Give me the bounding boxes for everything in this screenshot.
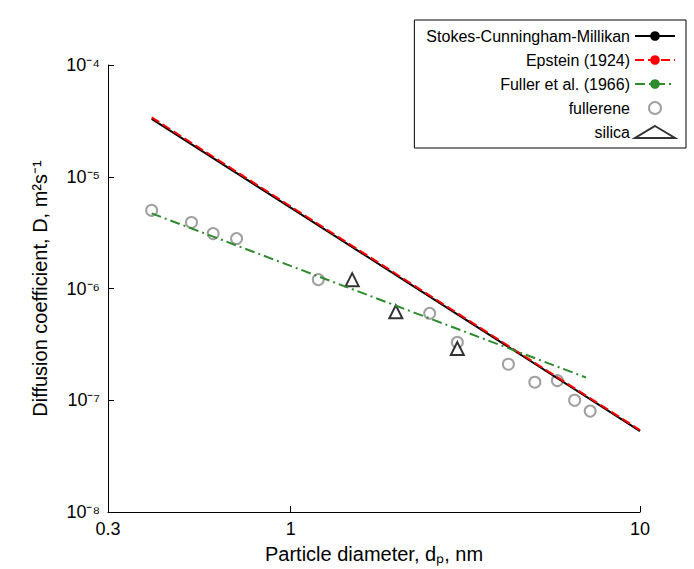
svg-text:10⁻⁵: 10⁻⁵ — [67, 167, 100, 187]
svg-text:silica: silica — [594, 124, 630, 141]
svg-text:10⁻⁷: 10⁻⁷ — [67, 390, 100, 410]
svg-text:10⁻⁴: 10⁻⁴ — [66, 55, 100, 75]
svg-text:10⁻⁶: 10⁻⁶ — [67, 279, 100, 299]
svg-text:Stokes-Cunningham-Millikan: Stokes-Cunningham-Millikan — [426, 28, 630, 45]
svg-text:10: 10 — [630, 519, 650, 539]
svg-text:Particle diameter, dₚ, nm: Particle diameter, dₚ, nm — [265, 543, 483, 566]
svg-text:1: 1 — [286, 519, 296, 539]
svg-text:Fuller et al. (1966): Fuller et al. (1966) — [500, 76, 630, 93]
svg-text:Epstein (1924): Epstein (1924) — [526, 52, 630, 69]
svg-text:fullerene: fullerene — [569, 100, 630, 117]
svg-text:0.3: 0.3 — [95, 519, 120, 539]
svg-text:10⁻⁸: 10⁻⁸ — [66, 502, 100, 522]
svg-text:Diffusion coefficient, D, m²s⁻: Diffusion coefficient, D, m²s⁻¹ — [29, 160, 51, 417]
